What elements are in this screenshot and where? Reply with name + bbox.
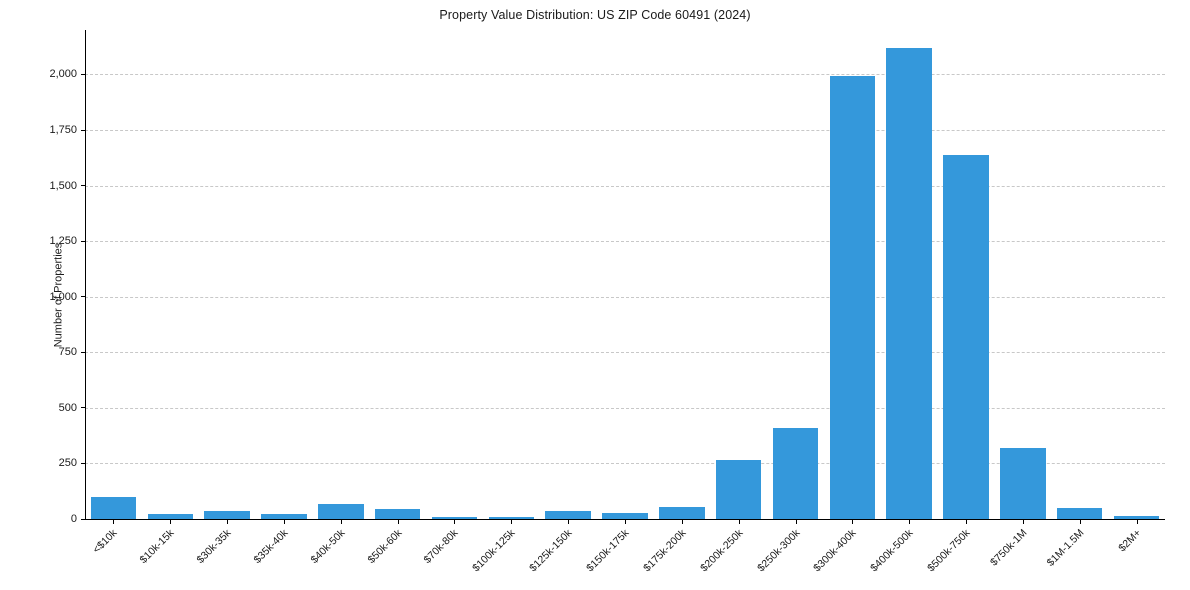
x-tick-mark <box>283 519 285 524</box>
x-tick-label: $200k-250k <box>697 527 746 575</box>
bar <box>1000 447 1046 519</box>
x-tick-label: $10k-15k <box>137 527 177 567</box>
bar <box>147 514 193 519</box>
y-axis-line <box>85 30 86 519</box>
y-tick-label: 1,000 <box>49 290 77 303</box>
x-tick-mark <box>909 519 911 524</box>
x-tick-label: $300k-400k <box>811 527 859 575</box>
bar <box>431 517 478 519</box>
y-tick-mark <box>81 73 85 75</box>
x-tick-mark <box>681 519 683 524</box>
bar <box>204 511 250 519</box>
y-tick-mark <box>81 296 85 298</box>
x-tick-mark <box>170 519 172 524</box>
y-tick-mark <box>81 407 85 409</box>
x-tick-mark <box>1022 519 1024 524</box>
y-tick-mark <box>81 240 85 242</box>
x-tick-label: $1M-1.5M <box>1044 527 1087 569</box>
bar <box>659 507 705 519</box>
x-tick-mark <box>795 519 797 524</box>
y-tick-label: 0 <box>70 513 77 525</box>
x-tick-label: $175k-200k <box>641 527 689 575</box>
x-tick-mark <box>1079 519 1081 524</box>
x-tick-label: $400k-500k <box>868 527 916 575</box>
y-tick-label: 750 <box>58 346 77 359</box>
y-tick-label: 500 <box>58 401 77 414</box>
x-tick-mark <box>113 519 115 524</box>
bar <box>886 47 932 519</box>
bar <box>602 512 648 519</box>
x-tick-mark <box>511 519 513 524</box>
x-tick-label: $70k-80k <box>421 527 461 567</box>
x-tick-label: $125k-150k <box>527 527 575 575</box>
x-tick-mark <box>568 519 570 524</box>
x-tick-label: $500k-750k <box>925 527 973 575</box>
bar-series <box>85 30 1165 519</box>
bar <box>318 503 364 519</box>
bar <box>261 513 307 519</box>
x-tick-mark <box>340 519 342 524</box>
x-tick-label: $30k-35k <box>194 527 234 567</box>
x-tick-mark <box>454 519 456 524</box>
bar <box>374 508 421 519</box>
bar <box>90 496 137 519</box>
x-tick-label: $150k-175k <box>584 527 632 575</box>
x-axis-ticks <box>85 519 1165 527</box>
x-tick-label: $100k-125k <box>470 527 518 575</box>
x-tick-label: $40k-50k <box>308 527 348 567</box>
y-tick-label: 250 <box>58 457 77 470</box>
bar <box>488 517 535 519</box>
x-tick-label: $50k-60k <box>365 527 405 567</box>
x-tick-mark <box>966 519 968 524</box>
x-tick-mark <box>227 519 229 524</box>
y-tick-label: 1,500 <box>49 179 77 192</box>
x-tick-mark <box>852 519 854 524</box>
x-tick-mark <box>397 519 399 524</box>
y-tick-mark <box>81 518 85 520</box>
x-tick-label: <$10k <box>90 527 120 556</box>
y-axis-ticks: 0 250 500 750 1,000 1,250 1,500 1,750 2,000 <box>0 30 85 525</box>
x-tick-label: $35k-40k <box>251 527 291 567</box>
y-tick-mark <box>81 462 85 464</box>
chart-title: Property Value Distribution: US ZIP Code… <box>439 8 751 22</box>
x-tick-label: $2M+ <box>1115 527 1144 555</box>
bar <box>1057 507 1103 519</box>
y-tick-label: 1,250 <box>49 235 77 248</box>
x-tick-label: $250k-300k <box>754 527 803 575</box>
bar <box>545 511 591 519</box>
y-tick-mark <box>81 351 85 353</box>
x-axis-labels: <$10k $10k-15k $30k-35k $35k-40k $40k-50k $50… <box>85 527 1165 590</box>
y-tick-mark <box>81 129 85 131</box>
y-tick-mark <box>81 185 85 187</box>
bar <box>943 155 989 519</box>
y-tick-label: 2,000 <box>49 68 77 81</box>
bar <box>715 459 762 519</box>
x-tick-mark <box>1136 519 1138 524</box>
x-tick-mark <box>738 519 740 524</box>
y-tick-label: 1,750 <box>49 124 77 137</box>
bar <box>829 76 876 519</box>
bar <box>772 428 819 519</box>
x-tick-label: $750k-1M <box>987 527 1030 569</box>
bar <box>1113 516 1160 519</box>
x-tick-mark <box>625 519 626 524</box>
plot-area <box>85 30 1165 519</box>
